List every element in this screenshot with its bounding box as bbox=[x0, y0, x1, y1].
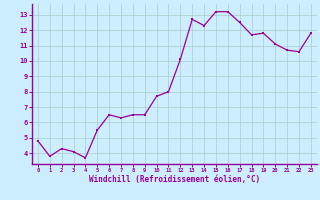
X-axis label: Windchill (Refroidissement éolien,°C): Windchill (Refroidissement éolien,°C) bbox=[89, 175, 260, 184]
